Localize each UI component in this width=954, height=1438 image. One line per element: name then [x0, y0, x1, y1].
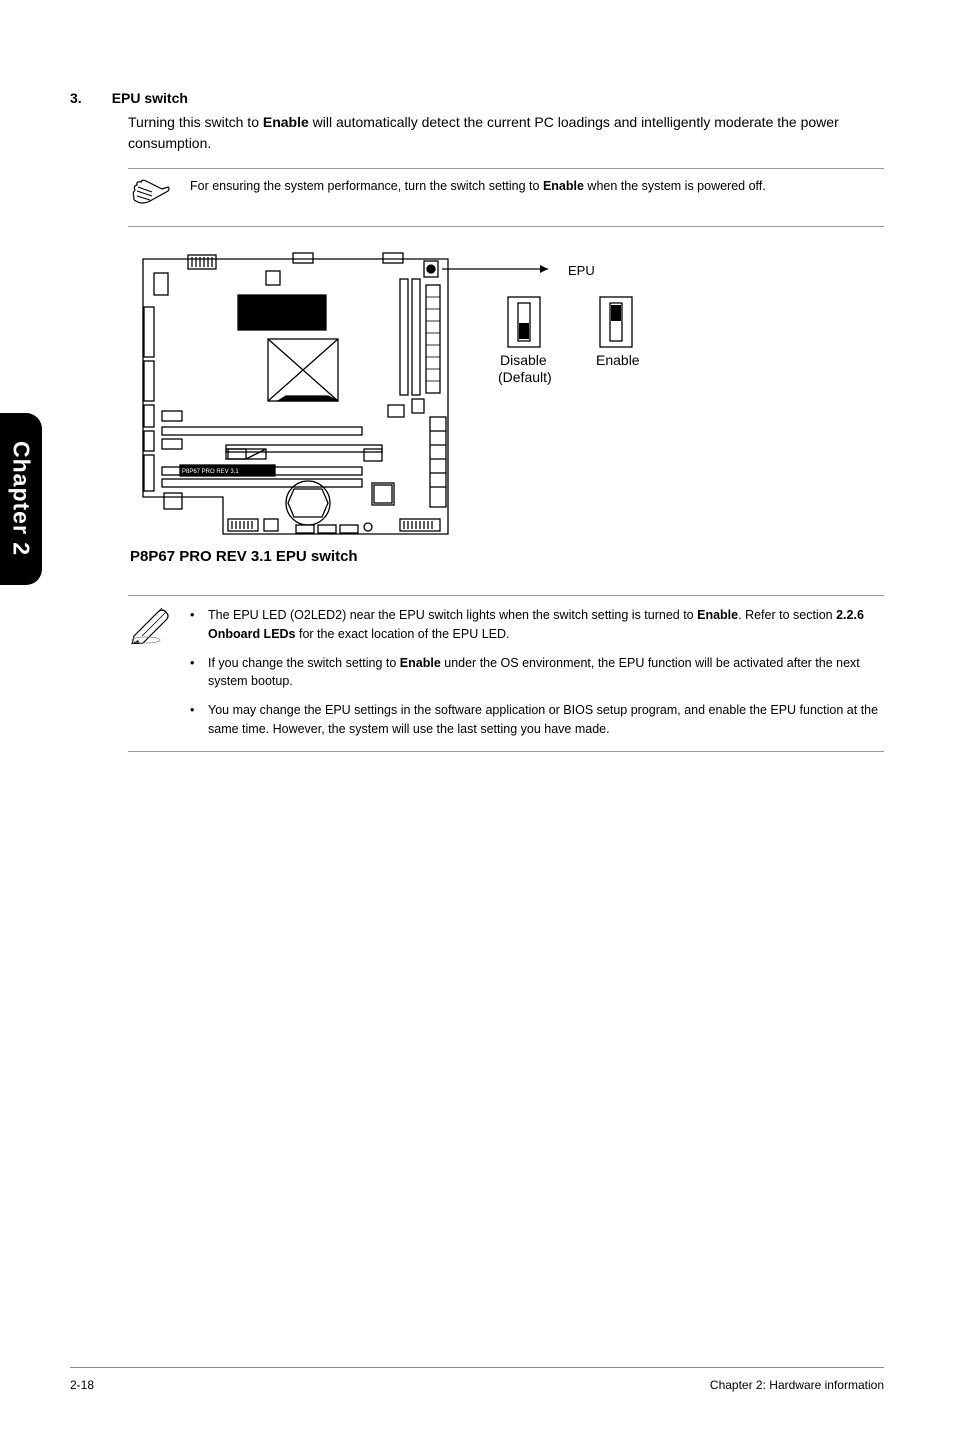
- disable-label: Disable: [500, 352, 547, 368]
- section-body: Turning this switch to Enable will autom…: [128, 112, 884, 154]
- bullet-text-part: . Refer to section: [738, 608, 836, 622]
- bullet-text-bold: Enable: [697, 608, 738, 622]
- footer-chapter-label: Chapter 2: Hardware information: [710, 1378, 884, 1392]
- bullet-text-part: If you change the switch setting to: [208, 656, 400, 670]
- page-body: 3. EPU switch Turning this switch to Ena…: [0, 0, 954, 1438]
- enable-label: Enable: [596, 352, 640, 368]
- bullet-item: The EPU LED (O2LED2) near the EPU switch…: [190, 606, 884, 644]
- bullet-item: If you change the switch setting to Enab…: [190, 654, 884, 692]
- note-block: For ensuring the system performance, tur…: [128, 168, 884, 227]
- body-text-bold: Enable: [263, 114, 309, 130]
- bullet-text-bold: Enable: [400, 656, 441, 670]
- bullet-list: The EPU LED (O2LED2) near the EPU switch…: [190, 606, 884, 739]
- bullet-text-part: for the exact location of the EPU LED.: [296, 627, 510, 641]
- epu-label: EPU: [568, 263, 595, 278]
- note-text-part: For ensuring the system performance, tur…: [190, 179, 543, 193]
- bullet-note-block: The EPU LED (O2LED2) near the EPU switch…: [128, 595, 884, 752]
- section-number: 3.: [70, 90, 82, 106]
- section-title-text: EPU switch: [112, 90, 188, 106]
- board-label-text: P8P67 PRO REV 3.1: [182, 469, 239, 475]
- body-text-part: Turning this switch to: [128, 114, 263, 130]
- section-heading: 3. EPU switch: [70, 90, 884, 106]
- note-text-bold: Enable: [543, 179, 584, 193]
- pencil-icon: [128, 606, 172, 649]
- bullet-item: You may change the EPU settings in the s…: [190, 701, 884, 739]
- bullet-text-part: The EPU LED (O2LED2) near the EPU switch…: [208, 608, 697, 622]
- note-text: For ensuring the system performance, tur…: [190, 177, 766, 196]
- hand-icon: [128, 177, 172, 216]
- diagram: P8P67 PRO REV 3.1 EPU Disable (Default) …: [128, 249, 884, 565]
- note-text-part: when the system is powered off.: [584, 179, 766, 193]
- page-footer: 2-18 Chapter 2: Hardware information: [70, 1367, 884, 1392]
- footer-page-number: 2-18: [70, 1378, 94, 1392]
- default-label: (Default): [498, 369, 552, 385]
- diagram-caption: P8P67 PRO REV 3.1 EPU switch: [130, 548, 884, 565]
